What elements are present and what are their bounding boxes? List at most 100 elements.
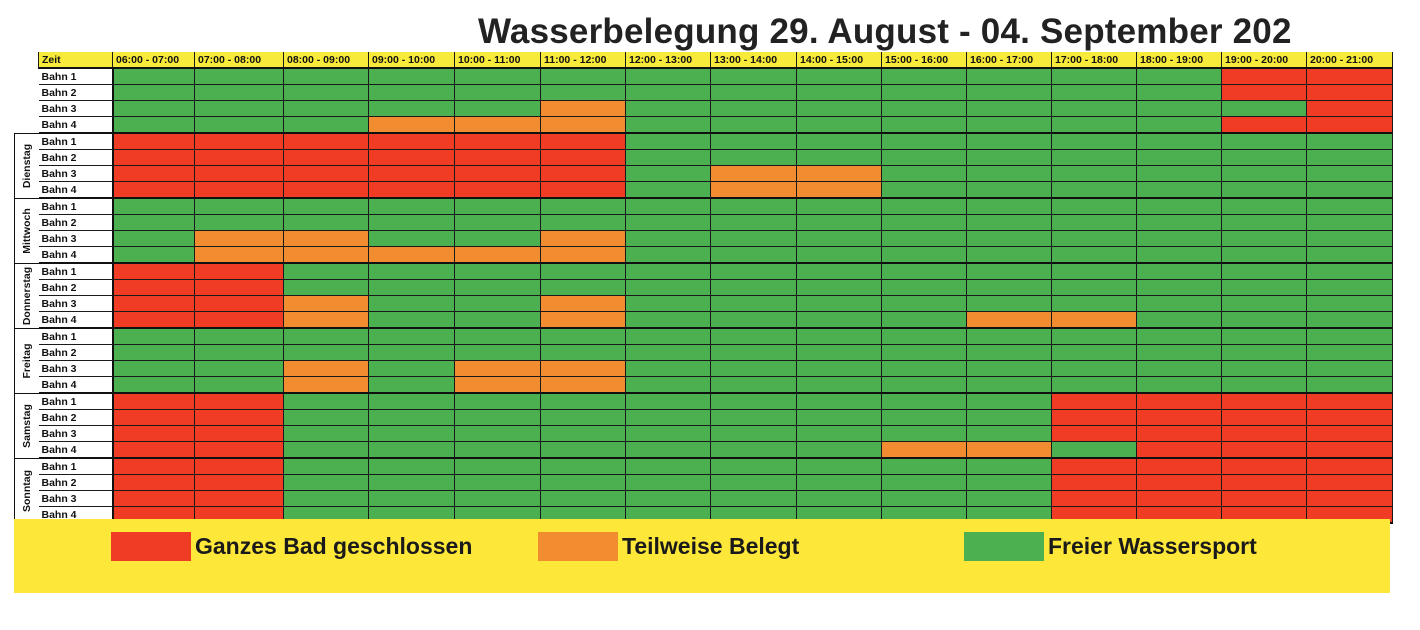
slot-cell-free [194,344,284,361]
slot-cell-free [112,230,195,247]
slot-cell-free [796,360,882,377]
slot-cell-free [625,441,711,459]
slot-cell-free [881,425,967,442]
legend-label-closed: Ganzes Bad geschlossen [195,533,473,559]
lane-label: Bahn 4 [38,116,114,134]
slot-cell-closed [194,441,284,459]
slot-cell-closed [194,149,284,166]
header-time-slot: 20:00 - 21:00 [1306,52,1393,69]
slot-cell-free [368,197,455,215]
slot-cell-closed [194,425,284,442]
slot-cell-free [625,295,711,312]
table-row: Bahn 3 [38,165,1393,182]
slot-cell-free [881,149,967,166]
slot-cell-free [1306,197,1393,215]
slot-cell-free [1136,246,1222,264]
slot-cell-closed [1221,474,1307,491]
header-time-slot: 12:00 - 13:00 [625,52,711,69]
slot-cell-closed [283,132,369,150]
day-label-text: Samstag [21,404,33,448]
slot-cell-free [1051,116,1137,134]
slot-cell-free [625,197,711,215]
table-row: Bahn 3 [38,425,1393,442]
slot-cell-free [1051,262,1137,280]
slot-cell-free [194,100,284,117]
slot-cell-free [1221,149,1307,166]
slot-cell-free [283,116,369,134]
slot-cell-partial [454,360,541,377]
table-row: Bahn 3 [38,230,1393,247]
slot-cell-closed [1306,84,1393,101]
slot-cell-closed [194,279,284,296]
slot-cell-free [368,474,455,491]
slot-cell-free [368,441,455,459]
slot-cell-free [966,392,1052,410]
table-row: Bahn 4 [38,116,1393,134]
slot-cell-free [283,197,369,215]
header-time-slot: 13:00 - 14:00 [710,52,797,69]
slot-cell-free [966,181,1052,199]
slot-cell-free [625,116,711,134]
slot-cell-free [112,84,195,101]
slot-cell-partial [710,181,797,199]
slot-cell-free [710,84,797,101]
slot-cell-closed [112,311,195,329]
slot-cell-free [540,84,626,101]
slot-cell-free [625,181,711,199]
table-row: Bahn 2 [38,344,1393,361]
slot-cell-free [454,441,541,459]
slot-cell-closed [1051,425,1137,442]
slot-cell-closed [1221,84,1307,101]
slot-cell-free [194,84,284,101]
slot-cell-closed [1306,490,1393,507]
slot-cell-free [112,246,195,264]
slot-cell-free [966,409,1052,426]
slot-cell-free [1051,181,1137,199]
slot-cell-free [454,490,541,507]
table-row: Bahn 4 [38,246,1393,264]
table-row: Bahn 4 [38,181,1393,199]
slot-cell-partial [540,360,626,377]
slot-cell-closed [454,132,541,150]
slot-cell-free [283,100,369,117]
slot-cell-free [966,246,1052,264]
slot-cell-closed [1051,457,1137,475]
slot-cell-partial [194,230,284,247]
slot-cell-free [796,230,882,247]
slot-cell-free [368,84,455,101]
slot-cell-free [1221,344,1307,361]
lane-label: Bahn 4 [38,181,114,199]
slot-cell-free [540,474,626,491]
slot-cell-free [540,344,626,361]
table-row: Bahn 2 [38,409,1393,426]
slot-cell-closed [112,279,195,296]
slot-cell-free [625,360,711,377]
slot-cell-closed [1136,457,1222,475]
table-row: Bahn 2 [38,474,1393,491]
slot-cell-closed [368,132,455,150]
slot-cell-free [796,441,882,459]
table-row: Bahn 1 [38,392,1393,410]
lane-label: Bahn 1 [38,393,114,410]
slot-cell-free [625,327,711,345]
table-row: Bahn 2 [38,279,1393,296]
slot-cell-free [1136,116,1222,134]
slot-cell-closed [194,457,284,475]
lane-label: Bahn 2 [38,84,114,101]
slot-cell-free [540,197,626,215]
slot-cell-free [881,84,967,101]
slot-cell-free [625,230,711,247]
slot-cell-closed [454,149,541,166]
slot-cell-free [368,295,455,312]
slot-cell-free [283,84,369,101]
header-time-slot: 18:00 - 19:00 [1136,52,1222,69]
slot-cell-free [1136,214,1222,231]
slot-cell-free [966,214,1052,231]
slot-cell-free [194,376,284,394]
slot-cell-closed [194,295,284,312]
table-row: Bahn 3 [38,360,1393,377]
slot-cell-free [368,230,455,247]
slot-cell-free [796,197,882,215]
lane-label: Bahn 3 [38,490,114,507]
slot-cell-free [1136,132,1222,150]
